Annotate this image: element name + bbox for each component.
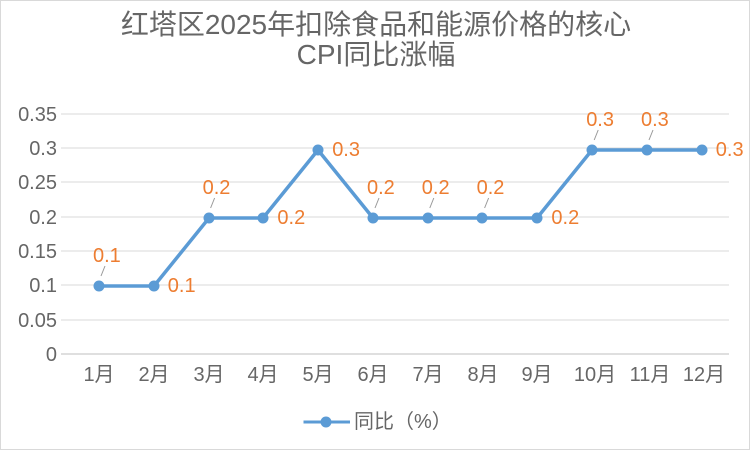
- svg-text:0.2: 0.2: [551, 207, 579, 229]
- svg-text:0.25: 0.25: [18, 172, 57, 194]
- svg-text:6月: 6月: [357, 364, 388, 386]
- svg-text:0.2: 0.2: [477, 177, 505, 199]
- svg-text:0.3: 0.3: [586, 109, 614, 131]
- svg-text:0.2: 0.2: [203, 177, 231, 199]
- svg-text:0.2: 0.2: [422, 177, 450, 199]
- svg-text:4月: 4月: [247, 364, 278, 386]
- svg-text:红塔区2025年扣除食品和能源价格的核心: 红塔区2025年扣除食品和能源价格的核心: [121, 9, 631, 40]
- svg-text:3月: 3月: [193, 364, 224, 386]
- svg-text:0.1: 0.1: [29, 275, 57, 297]
- svg-text:0.05: 0.05: [18, 310, 57, 332]
- svg-text:9月: 9月: [521, 364, 552, 386]
- svg-text:0.3: 0.3: [29, 138, 57, 160]
- svg-text:0.3: 0.3: [716, 139, 744, 161]
- svg-text:10月: 10月: [574, 364, 616, 386]
- svg-text:CPI同比涨幅: CPI同比涨幅: [297, 39, 456, 70]
- svg-text:0.3: 0.3: [332, 139, 360, 161]
- svg-text:2月: 2月: [138, 364, 169, 386]
- svg-text:8月: 8月: [467, 364, 498, 386]
- svg-text:0.15: 0.15: [18, 241, 57, 263]
- svg-text:0.2: 0.2: [277, 207, 305, 229]
- svg-text:0.2: 0.2: [29, 207, 57, 229]
- svg-text:0: 0: [46, 344, 57, 366]
- svg-text:12月: 12月: [683, 364, 725, 386]
- svg-text:7月: 7月: [412, 364, 443, 386]
- svg-text:0.1: 0.1: [93, 245, 121, 267]
- svg-text:1月: 1月: [83, 364, 114, 386]
- svg-text:5月: 5月: [302, 364, 333, 386]
- svg-text:0.3: 0.3: [641, 109, 669, 131]
- svg-text:0.1: 0.1: [168, 275, 196, 297]
- svg-text:0.2: 0.2: [367, 177, 395, 199]
- svg-text:0.35: 0.35: [18, 104, 57, 126]
- svg-text:同比（%）: 同比（%）: [354, 410, 452, 433]
- svg-text:11月: 11月: [630, 364, 671, 386]
